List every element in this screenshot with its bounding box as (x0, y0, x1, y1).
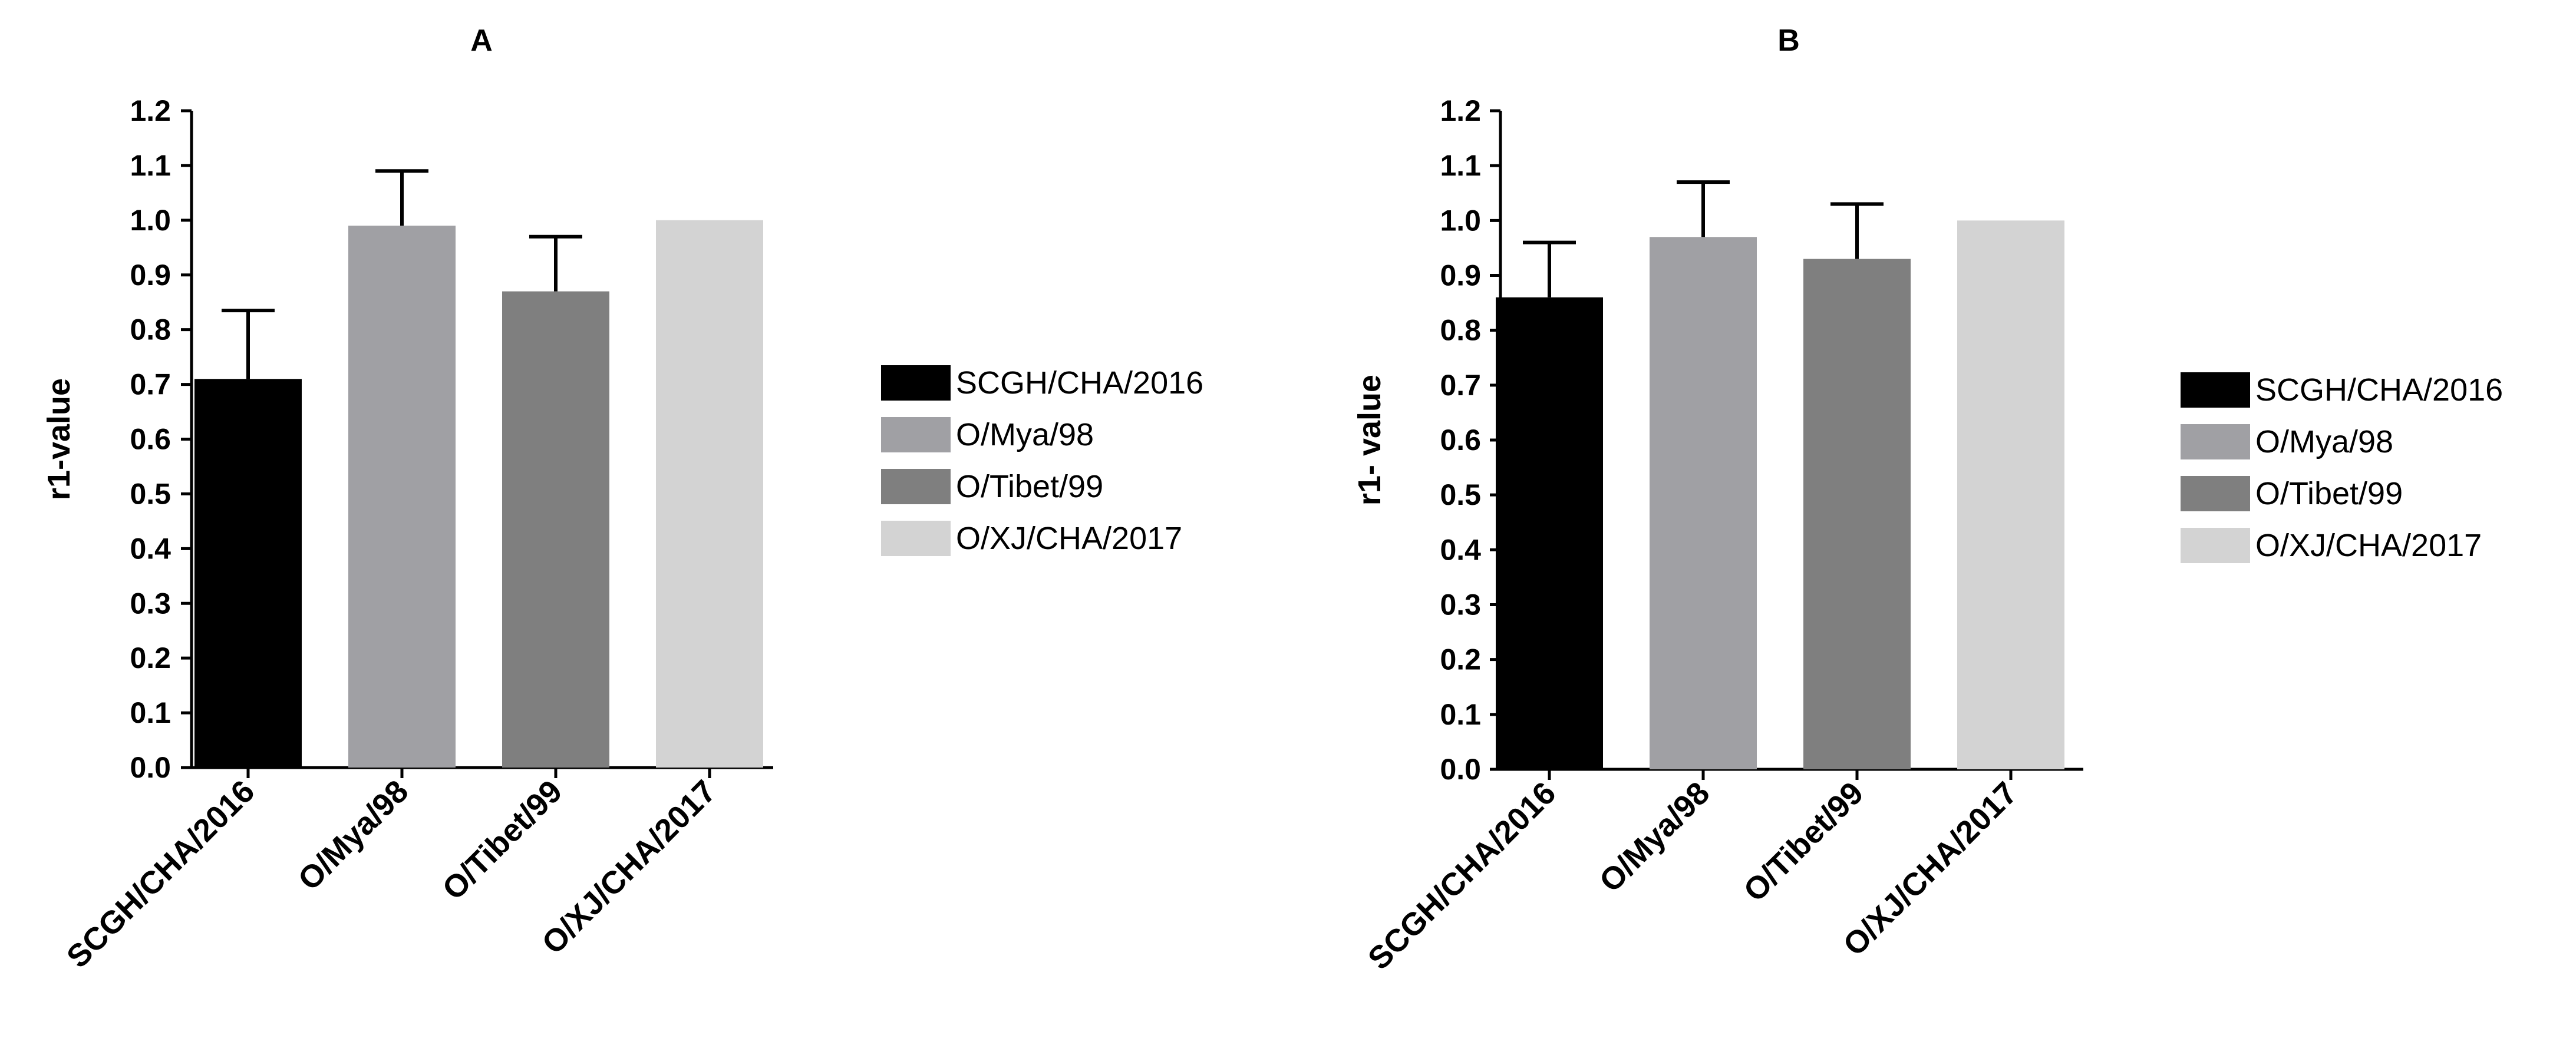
y-axis-title: r1- value (1352, 375, 1387, 505)
legend-swatch (2181, 424, 2250, 459)
y-axis-title: r1-value (41, 378, 77, 500)
x-tick-label: SCGH/CHA/2016 (60, 773, 262, 975)
y-tick-label: 0.7 (130, 368, 171, 401)
bar (194, 379, 302, 768)
legend-label: O/XJ/CHA/2017 (2255, 528, 2482, 563)
y-tick-label: 0.8 (130, 313, 171, 346)
y-tick-label: 0.2 (1440, 643, 1481, 676)
y-tick-label: 1.0 (1440, 204, 1481, 237)
y-tick-label: 1.0 (130, 204, 171, 237)
y-tick-label: 0.0 (1440, 753, 1481, 786)
bar (1496, 297, 1603, 769)
panel-a-chart: A 0.0 0.1 0.2 0.3 0.4 0.5 0.6 0.7 0.8 0.9 1.0 1.1 1.2… (41, 24, 1203, 975)
x-tick-label: SCGH/CHA/2016 (1361, 775, 1563, 977)
y-tick-label: 0.5 (1440, 478, 1481, 511)
y-tick-label: 0.4 (1440, 533, 1481, 566)
y-tick-label: 0.9 (1440, 259, 1481, 292)
y-tick-label: 0.2 (130, 641, 171, 674)
legend-label: O/XJ/CHA/2017 (956, 521, 1182, 556)
y-tick-label: 0.6 (1440, 424, 1481, 457)
y-tick-label: 0.1 (130, 696, 171, 729)
legend-swatch (2181, 528, 2250, 563)
bar (502, 291, 609, 768)
y-tick-label: 0.3 (1440, 588, 1481, 621)
y-tick-label: 0.7 (1440, 369, 1481, 402)
y-tick-label: 0.3 (130, 587, 171, 620)
legend-label: O/Tibet/99 (956, 469, 1103, 504)
panel-title: A (470, 24, 493, 58)
y-tick-label: 0.5 (130, 477, 171, 510)
legend-swatch (881, 521, 951, 556)
legend-swatch (2181, 372, 2250, 408)
x-tick-label: O/Mya/98 (1592, 775, 1716, 899)
x-tick-label: O/Tibet/99 (436, 773, 569, 907)
y-tick-label: 0.8 (1440, 314, 1481, 347)
bar (1650, 237, 1757, 769)
y-tick-label: 1.1 (1440, 149, 1481, 182)
legend-swatch (881, 417, 951, 452)
y-tick-label: 0.6 (130, 423, 171, 456)
legend-swatch (881, 365, 951, 401)
bar (1803, 259, 1911, 769)
legend-label: SCGH/CHA/2016 (956, 365, 1203, 401)
legend-label: SCGH/CHA/2016 (2255, 372, 2503, 408)
legend-swatch (2181, 476, 2250, 511)
y-tick-label: 1.2 (130, 94, 171, 127)
panel-title: B (1777, 24, 1800, 58)
panel-b-chart: B 0.0 0.1 0.2 0.3 0.4 0.5 0.6 0.7 0.8 0.9 1.0 1.1 1.2… (1352, 24, 2503, 977)
y-tick-label: 0.1 (1440, 698, 1481, 731)
y-tick-label: 1.2 (1440, 94, 1481, 127)
y-tick-label: 0.4 (130, 532, 171, 565)
y-tick-label: 1.1 (130, 149, 171, 182)
bar (1957, 220, 2064, 769)
legend-label: O/Mya/98 (2255, 424, 2393, 459)
x-tick-label: O/Tibet/99 (1737, 775, 1870, 908)
legend-label: O/Mya/98 (956, 417, 1094, 452)
bar (348, 226, 456, 768)
y-tick-label: 0.9 (130, 259, 171, 292)
legend-label: O/Tibet/99 (2255, 476, 2403, 511)
x-tick-label: O/Mya/98 (291, 773, 415, 897)
y-tick-label: 0.0 (130, 751, 171, 784)
bar (656, 220, 763, 768)
legend-swatch (881, 469, 951, 504)
